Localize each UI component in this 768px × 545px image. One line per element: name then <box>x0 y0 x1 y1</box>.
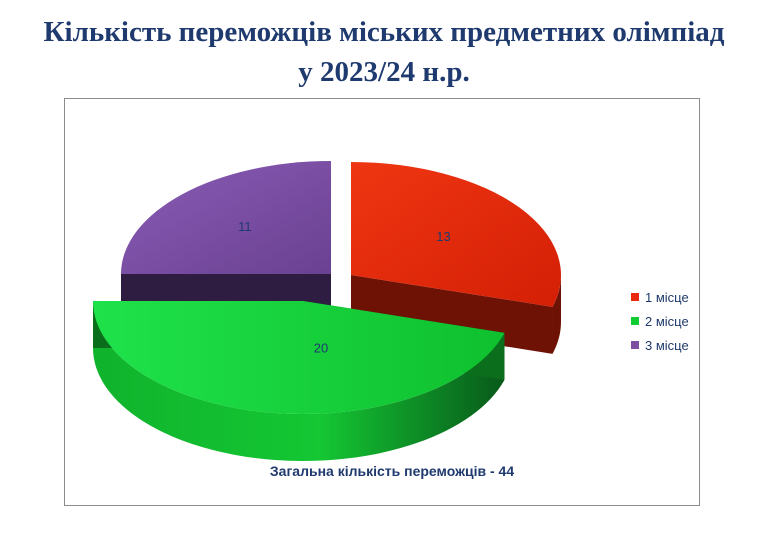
page-title-line-2: у 2023/24 н.р. <box>298 56 470 88</box>
legend-swatch-2 <box>631 317 639 325</box>
pie-slice-2 <box>93 301 505 415</box>
pie-chart: 13 20 11 <box>93 161 561 461</box>
legend-item-3: 3 місце <box>631 333 689 357</box>
legend-label-1: 1 місце <box>645 289 689 305</box>
pie-slice-side-2 <box>93 301 505 461</box>
pie-slice-3 <box>121 161 331 274</box>
data-label-1: 13 <box>436 229 450 244</box>
legend-label-3: 3 місце <box>645 337 689 353</box>
data-label-3: 11 <box>238 219 252 234</box>
chart-annotation: Загальна кількість переможців - 44 <box>269 463 515 479</box>
legend-item-1: 1 місце <box>631 285 689 309</box>
page-title-line-1: Кількість переможців міських предметних … <box>43 16 725 48</box>
data-label-2: 20 <box>314 340 328 355</box>
legend-item-2: 2 місце <box>631 309 689 333</box>
page-title: Кількість переможців міських предметних … <box>0 12 768 92</box>
legend-swatch-1 <box>631 293 639 301</box>
legend-label-2: 2 місце <box>645 313 689 329</box>
pie-slice-side-1 <box>552 275 561 354</box>
legend-swatch-3 <box>631 341 639 349</box>
chart-frame: 13 20 11 1 місце 2 місце 3 місце Загальна … <box>64 98 700 506</box>
chart-legend: 1 місце 2 місце 3 місце <box>631 285 689 357</box>
pie-slice-1 <box>351 162 561 307</box>
